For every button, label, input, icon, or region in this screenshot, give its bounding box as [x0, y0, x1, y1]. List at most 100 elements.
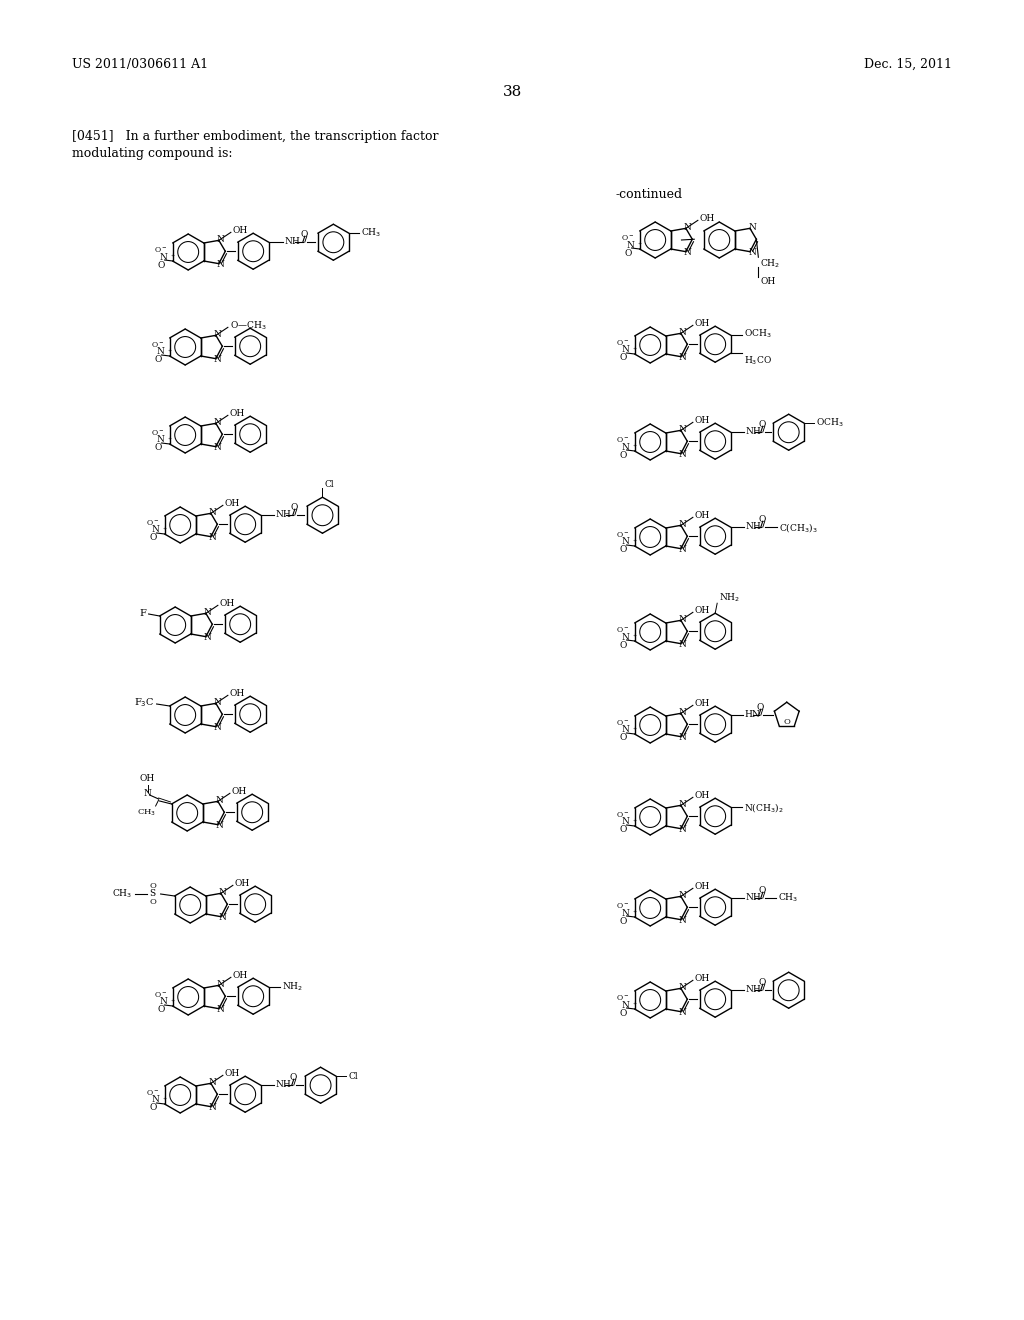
Text: OH: OH	[695, 416, 710, 425]
Text: N: N	[679, 1008, 687, 1018]
Text: N: N	[679, 545, 687, 554]
Text: N: N	[214, 723, 222, 733]
Text: O: O	[620, 1008, 628, 1018]
Text: O$^-$: O$^-$	[151, 341, 164, 350]
Text: N: N	[204, 634, 212, 642]
Text: O$^-$: O$^-$	[146, 1088, 160, 1098]
Text: $^+$: $^+$	[631, 818, 637, 826]
Text: OH: OH	[761, 277, 775, 285]
Text: OH: OH	[695, 698, 710, 708]
Text: OH: OH	[695, 606, 710, 615]
Text: OH: OH	[225, 499, 240, 508]
Text: O$^-$: O$^-$	[154, 246, 167, 255]
Text: $^+$: $^+$	[169, 253, 175, 261]
Text: O: O	[150, 898, 156, 906]
Text: NH: NH	[745, 426, 762, 436]
Text: NH: NH	[275, 510, 292, 519]
Text: O$^-$: O$^-$	[146, 519, 160, 528]
Text: CH$_3$: CH$_3$	[137, 808, 157, 818]
Text: N: N	[679, 615, 687, 624]
Text: N: N	[679, 733, 687, 742]
Text: HN: HN	[744, 710, 761, 718]
Text: NH: NH	[275, 1080, 292, 1089]
Text: N: N	[679, 916, 687, 925]
Text: modulating compound is:: modulating compound is:	[72, 147, 232, 160]
Text: CH$_3$: CH$_3$	[778, 892, 798, 904]
Text: O: O	[158, 260, 165, 269]
Text: Cl: Cl	[348, 1072, 357, 1081]
Text: O: O	[756, 702, 764, 711]
Text: $^+$: $^+$	[631, 1001, 637, 1008]
Text: N: N	[152, 525, 160, 535]
Text: N: N	[679, 450, 687, 459]
Text: CH$_2$: CH$_2$	[761, 257, 780, 271]
Text: NH$_2$: NH$_2$	[719, 591, 740, 605]
Text: N: N	[748, 223, 756, 232]
Text: N: N	[219, 913, 226, 923]
Text: O: O	[620, 545, 628, 554]
Text: 38: 38	[503, 84, 521, 99]
Text: O$^-$: O$^-$	[154, 990, 167, 999]
Text: NH: NH	[745, 892, 762, 902]
Text: N: N	[217, 979, 225, 989]
Text: N: N	[143, 788, 152, 797]
Text: N: N	[622, 726, 630, 734]
Text: O$^-$: O$^-$	[615, 810, 630, 820]
Text: $^+$: $^+$	[631, 634, 637, 642]
Text: N: N	[160, 998, 168, 1006]
Text: OH: OH	[695, 974, 710, 983]
Text: N: N	[679, 425, 687, 434]
Text: -continued: -continued	[615, 187, 682, 201]
Text: N: N	[679, 520, 687, 529]
Text: N: N	[679, 891, 687, 900]
Text: N: N	[217, 235, 225, 244]
Text: O$^-$: O$^-$	[615, 993, 630, 1003]
Text: N: N	[157, 436, 165, 445]
Text: N: N	[679, 983, 687, 991]
Text: C(CH$_3$)$_3$: C(CH$_3$)$_3$	[779, 520, 817, 533]
Text: N: N	[217, 1005, 225, 1014]
Text: N: N	[679, 708, 687, 717]
Text: N: N	[217, 260, 225, 269]
Text: O: O	[300, 230, 307, 239]
Text: O: O	[155, 444, 162, 453]
Text: OH: OH	[225, 1069, 240, 1078]
Text: N: N	[216, 821, 224, 830]
Text: N: N	[622, 908, 630, 917]
Text: $^+$: $^+$	[631, 539, 637, 546]
Text: O: O	[150, 1104, 158, 1113]
Text: O: O	[783, 718, 791, 726]
Text: F$_3$C: F$_3$C	[134, 697, 155, 709]
Text: NH: NH	[745, 521, 762, 531]
Text: NH: NH	[745, 985, 762, 994]
Text: N: N	[214, 418, 222, 426]
Text: O: O	[620, 640, 628, 649]
Text: CH$_3$: CH$_3$	[113, 888, 133, 900]
Text: N: N	[627, 240, 635, 249]
Text: US 2011/0306611 A1: US 2011/0306611 A1	[72, 58, 208, 71]
Text: N: N	[679, 640, 687, 649]
Text: OH: OH	[140, 774, 156, 783]
Text: N: N	[214, 330, 222, 339]
Text: O$^-$: O$^-$	[615, 902, 630, 911]
Text: O$^-$: O$^-$	[615, 718, 630, 727]
Text: N: N	[157, 347, 165, 356]
Text: OCH$_3$: OCH$_3$	[743, 327, 771, 341]
Text: OH: OH	[232, 226, 248, 235]
Text: O$^-$: O$^-$	[615, 338, 630, 347]
Text: O: O	[620, 450, 628, 459]
Text: N: N	[209, 1078, 217, 1086]
Text: [0451]   In a further embodiment, the transcription factor: [0451] In a further embodiment, the tran…	[72, 129, 438, 143]
Text: O$^-$: O$^-$	[615, 531, 630, 540]
Text: N: N	[160, 252, 168, 261]
Text: N: N	[216, 796, 224, 805]
Text: $^+$: $^+$	[636, 242, 642, 249]
Text: Dec. 15, 2011: Dec. 15, 2011	[864, 58, 952, 71]
Text: O: O	[620, 825, 628, 834]
Text: OH: OH	[695, 511, 710, 520]
Text: N: N	[209, 533, 217, 543]
Text: N: N	[204, 607, 212, 616]
Text: O$^-$: O$^-$	[151, 428, 164, 438]
Text: OH: OH	[231, 787, 247, 796]
Text: O: O	[758, 978, 766, 987]
